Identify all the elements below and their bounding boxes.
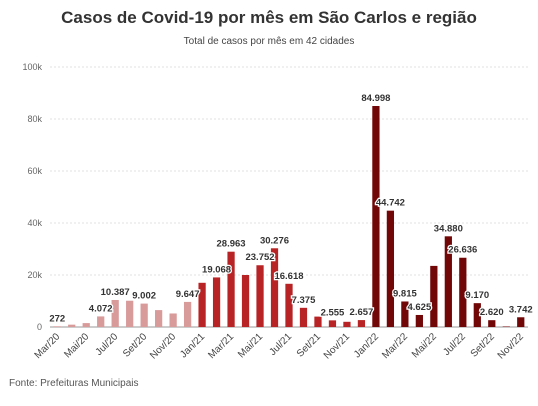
y-tick-label: 40k: [27, 218, 42, 228]
bar-mar-21: [227, 251, 235, 327]
bar-jan-22: [372, 106, 380, 327]
data-label: 4.072: [89, 303, 113, 314]
x-tick-label: Nov/22: [496, 331, 526, 361]
data-label: 2.620: [480, 307, 504, 318]
bar-set-20: [140, 303, 148, 327]
bar-set-22: [488, 320, 496, 327]
bar-abr-20: [68, 324, 76, 327]
x-tick-label: Nov/21: [322, 331, 352, 361]
data-label: 2.555: [321, 307, 345, 318]
x-tick-label: Set/20: [121, 331, 150, 360]
bar-jan-21: [198, 282, 206, 327]
bar-jul-20: [111, 299, 119, 327]
x-tick-label: Mar/22: [380, 331, 410, 361]
data-label: 30.276: [260, 235, 289, 246]
data-label: 9.002: [132, 291, 156, 302]
bar-set-21: [314, 316, 322, 327]
x-tick-label: Mar/20: [33, 331, 63, 361]
bar-out-21: [328, 320, 337, 327]
bar-dez-21: [357, 320, 366, 327]
data-label: 23.752: [245, 252, 274, 263]
data-label: 84.998: [361, 93, 390, 104]
bar-nov-20: [169, 313, 177, 327]
x-tick-label: Set/22: [469, 331, 498, 360]
chart-subtitle: Total de casos por mês em 42 cidades: [183, 36, 355, 47]
x-tick-label: Jul/22: [441, 331, 468, 358]
bar-nov-21: [343, 321, 351, 327]
bar-mai-20: [82, 323, 90, 327]
data-label: 44.742: [376, 198, 405, 209]
y-tick-label: 100k: [22, 62, 42, 72]
data-label: 19.068: [202, 264, 231, 275]
data-label: 10.387: [101, 287, 130, 298]
bar-jun-21: [270, 248, 279, 327]
data-label: 2.657: [350, 307, 374, 318]
x-tick-label: Mai/22: [410, 331, 439, 360]
y-tick-label: 60k: [27, 166, 42, 176]
data-label: 9.815: [393, 288, 417, 299]
data-label: 7.375: [292, 295, 316, 306]
data-label: 26.636: [448, 245, 477, 256]
data-label: 272: [49, 313, 65, 324]
bar-fev-22: [386, 210, 395, 327]
y-axis-ticks: 0 20k 40k 60k 80k 100k: [22, 62, 42, 332]
bar-jul-22: [459, 257, 467, 327]
data-label: 3.742: [509, 304, 533, 315]
x-tick-label: Nov/20: [148, 331, 178, 361]
data-label: 34.880: [434, 223, 463, 234]
bar-abr-22: [415, 314, 423, 327]
bar-out-22: [502, 326, 510, 327]
bar-ago-21: [299, 307, 308, 327]
bar-jun-22: [444, 236, 452, 327]
data-label: 16.618: [274, 271, 303, 282]
y-tick-label: 20k: [27, 270, 42, 280]
data-label: 9.647: [176, 289, 200, 300]
x-tick-label: Jan/21: [178, 331, 207, 360]
bar-mai-21: [256, 265, 264, 327]
bar-jul-21: [285, 283, 293, 327]
bar-dez-20: [183, 301, 192, 327]
bar-fev-21: [212, 277, 221, 327]
bar-mar-20: [53, 326, 61, 327]
bars: [53, 106, 525, 327]
data-label: 4.625: [407, 302, 431, 313]
data-label: 28.963: [217, 239, 246, 250]
bar-mai-22: [430, 265, 438, 327]
x-tick-label: Jul/21: [267, 331, 294, 358]
bar-nov-22: [517, 317, 525, 327]
bar-abr-21: [241, 275, 250, 327]
x-tick-label: Jul/20: [94, 331, 121, 358]
source-note: Fonte: Prefeituras Municipais: [9, 378, 139, 389]
y-tick-label: 0: [37, 322, 42, 332]
x-tick-label: Mai/21: [236, 331, 265, 360]
data-labels: 272 4.072 10.387 9.002 9.647 19.068 28.963 23.7…: [48, 92, 534, 326]
bar-ago-20: [126, 300, 134, 327]
x-tick-label: Mar/21: [206, 331, 236, 361]
data-label: 9.170: [465, 290, 489, 301]
bar-mar-22: [401, 301, 409, 327]
bar-jun-20: [97, 316, 105, 327]
y-tick-label: 80k: [27, 114, 42, 124]
x-tick-label: Set/21: [295, 331, 324, 360]
chart-title: Casos de Covid-19 por mês em São Carlos …: [61, 8, 477, 27]
bar-out-20: [155, 310, 163, 327]
bar-ago-22: [473, 303, 481, 327]
x-tick-label: Mai/20: [62, 331, 91, 360]
x-tick-label: Jan/22: [352, 331, 381, 360]
